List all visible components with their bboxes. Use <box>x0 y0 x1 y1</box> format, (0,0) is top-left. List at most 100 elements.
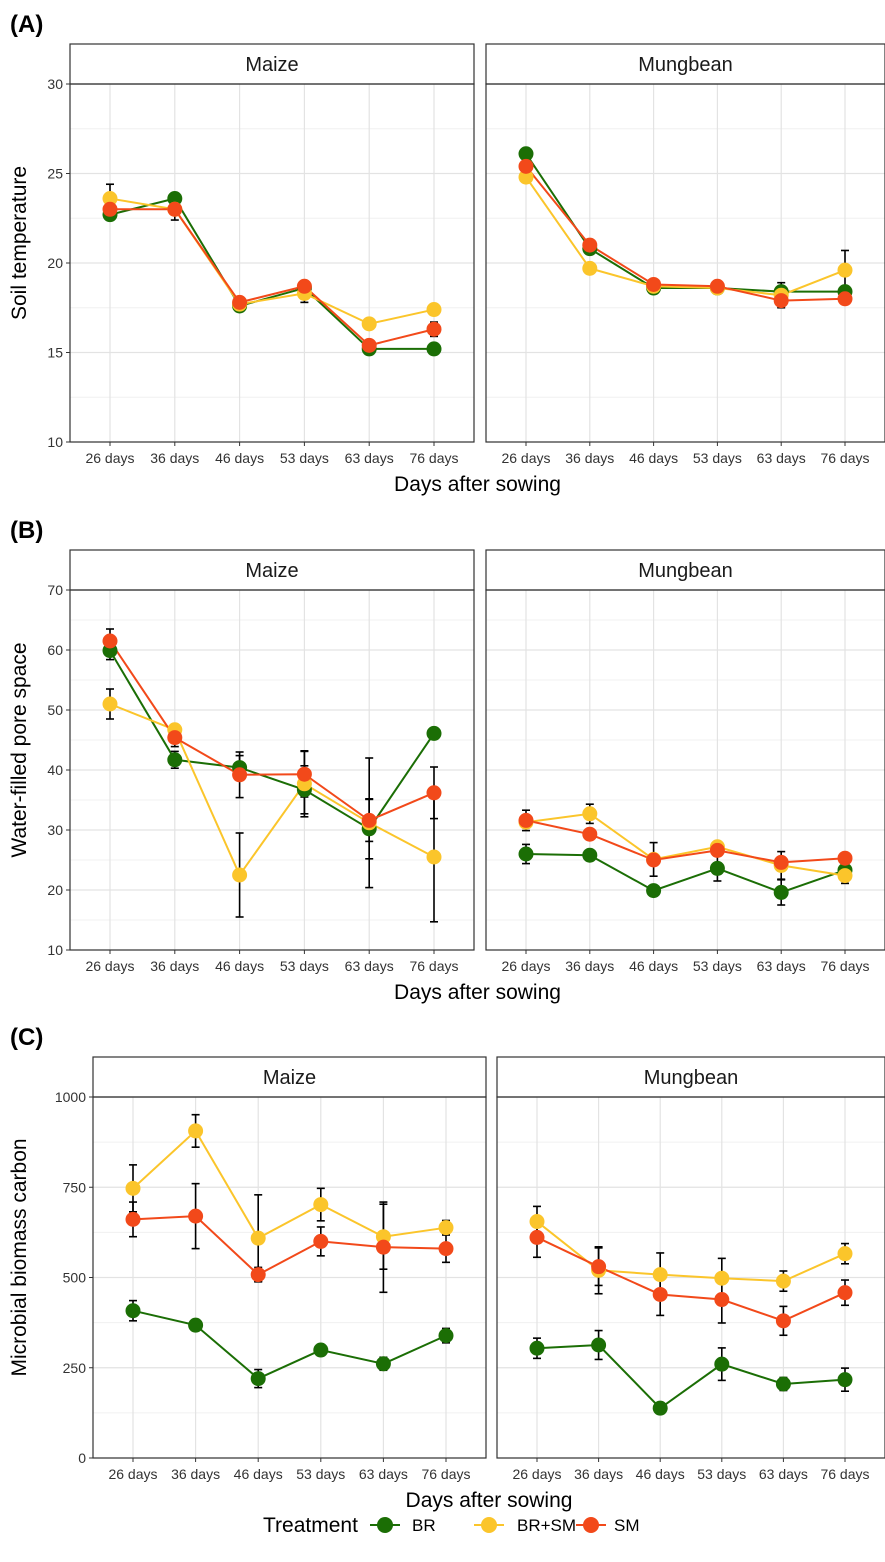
series-line-sm <box>536 1236 846 1322</box>
x-tick-label: 46 days <box>636 1466 685 1482</box>
x-tick-label: 26 days <box>85 958 134 974</box>
data-point-sm <box>646 276 662 292</box>
data-point-sm <box>296 278 312 294</box>
series-line-br <box>109 650 435 831</box>
x-tick-label: 76 days <box>820 450 869 466</box>
data-point-br <box>518 146 534 162</box>
x-tick-label: 36 days <box>565 450 614 466</box>
facet-maize: Maize 26 days 36 days 46 days 53 days 63 days… <box>92 1056 487 1482</box>
legend-title: Treatment <box>263 1514 358 1537</box>
x-tick-label: 53 days <box>697 1466 746 1482</box>
series-line-br <box>132 1309 447 1380</box>
data-point-brsm <box>837 262 853 278</box>
x-tick-label: 46 days <box>629 450 678 466</box>
x-tick-label: 63 days <box>757 958 806 974</box>
data-point-br <box>426 341 442 357</box>
data-point-sm <box>426 321 442 337</box>
series-line-sm <box>109 640 435 822</box>
x-tick-label: 26 days <box>512 1466 561 1482</box>
x-tick-label: 36 days <box>565 958 614 974</box>
x-tick-label: 76 days <box>820 1466 869 1482</box>
data-point-br <box>250 1371 266 1387</box>
data-point-brsm <box>837 1246 853 1262</box>
facet-strip <box>69 549 475 591</box>
data-point-sm <box>646 852 662 868</box>
x-axis-title: Days after sowing <box>406 1489 573 1512</box>
data-point-brsm <box>582 806 598 822</box>
data-point-sm <box>773 293 789 309</box>
x-tick-label: 53 days <box>280 958 329 974</box>
data-point-br <box>646 883 662 899</box>
facet-maize: Maize 26 days 36 days 46 days 53 days 63 days… <box>69 549 475 974</box>
x-tick-label: 46 days <box>215 450 264 466</box>
series-line-sm <box>110 208 435 347</box>
x-tick-label: 63 days <box>359 1466 408 1482</box>
x-tick-label: 36 days <box>574 1466 623 1482</box>
data-point-sm <box>361 812 377 828</box>
series-line-sm <box>132 1215 447 1276</box>
data-point-sm <box>375 1239 391 1255</box>
data-point-br <box>652 1400 668 1416</box>
legend: Treatment BR BR+SM SM <box>263 1514 640 1537</box>
data-point-br <box>529 1340 545 1356</box>
data-point-br <box>188 1317 204 1333</box>
data-point-sm <box>188 1208 204 1224</box>
data-point-sm <box>102 633 118 649</box>
x-tick-label: 26 days <box>85 450 134 466</box>
data-point-br <box>837 1372 853 1388</box>
data-point-sm <box>709 278 725 294</box>
y-tick-label: 40 <box>47 762 63 778</box>
chart-panel-2: (C) 0 250 500 750 1000 Microbial biomass carbo… <box>8 1024 885 1512</box>
y-tick-label: 20 <box>47 255 63 271</box>
facet-strip-label: Mungbean <box>638 54 733 76</box>
data-point-br <box>709 860 725 876</box>
data-point-sm <box>232 294 248 310</box>
data-point-br <box>426 725 442 741</box>
x-tick-label: 53 days <box>693 958 742 974</box>
x-tick-label: 26 days <box>501 958 550 974</box>
y-tick-label: 50 <box>47 702 63 718</box>
x-tick-label: 36 days <box>150 450 199 466</box>
x-axis-title: Days after sowing <box>394 473 561 496</box>
x-tick-label: 26 days <box>501 450 550 466</box>
data-point-br <box>438 1328 454 1344</box>
data-point-brsm <box>102 696 118 712</box>
y-tick-label: 70 <box>47 582 63 598</box>
data-point-sm <box>775 1313 791 1329</box>
x-tick-label: 46 days <box>234 1466 283 1482</box>
data-point-sm <box>438 1241 454 1257</box>
data-point-brsm <box>652 1267 668 1283</box>
y-tick-label: 10 <box>47 942 63 958</box>
data-point-br <box>591 1337 607 1353</box>
data-point-sm <box>167 201 183 217</box>
data-point-sm <box>591 1259 607 1275</box>
y-tick-label: 750 <box>63 1179 87 1195</box>
facet-strip <box>92 1056 487 1098</box>
data-point-brsm <box>714 1270 730 1286</box>
x-tick-label: 63 days <box>757 450 806 466</box>
data-point-brsm <box>582 260 598 276</box>
data-point-sm <box>773 854 789 870</box>
data-point-sm <box>582 826 598 842</box>
facet-strip <box>69 43 475 85</box>
x-tick-label: 36 days <box>150 958 199 974</box>
data-point-brsm <box>529 1214 545 1230</box>
data-point-br <box>775 1376 791 1392</box>
facet-strip-label: Maize <box>245 54 298 76</box>
data-point-sm <box>837 1285 853 1301</box>
series-line-br <box>109 197 434 350</box>
facet-mungbean: Mungbean 26 days 36 days 46 days 53 days 63 d… <box>496 1056 885 1482</box>
panel-letter: (A) <box>10 11 43 38</box>
plot-border <box>69 589 475 951</box>
series-line-brsm <box>109 703 435 878</box>
data-point-br <box>714 1356 730 1372</box>
plot-border <box>485 83 885 443</box>
chart-panel-0: (A) 10 15 20 25 30 Soil temperature Days after … <box>8 11 885 496</box>
series-line-brsm <box>132 1129 447 1240</box>
x-tick-label: 63 days <box>759 1466 808 1482</box>
series-line-brsm <box>536 1220 846 1283</box>
data-point-brsm <box>426 302 442 318</box>
data-point-brsm <box>426 849 442 865</box>
data-point-br <box>518 846 534 862</box>
y-tick-label: 15 <box>47 345 63 361</box>
